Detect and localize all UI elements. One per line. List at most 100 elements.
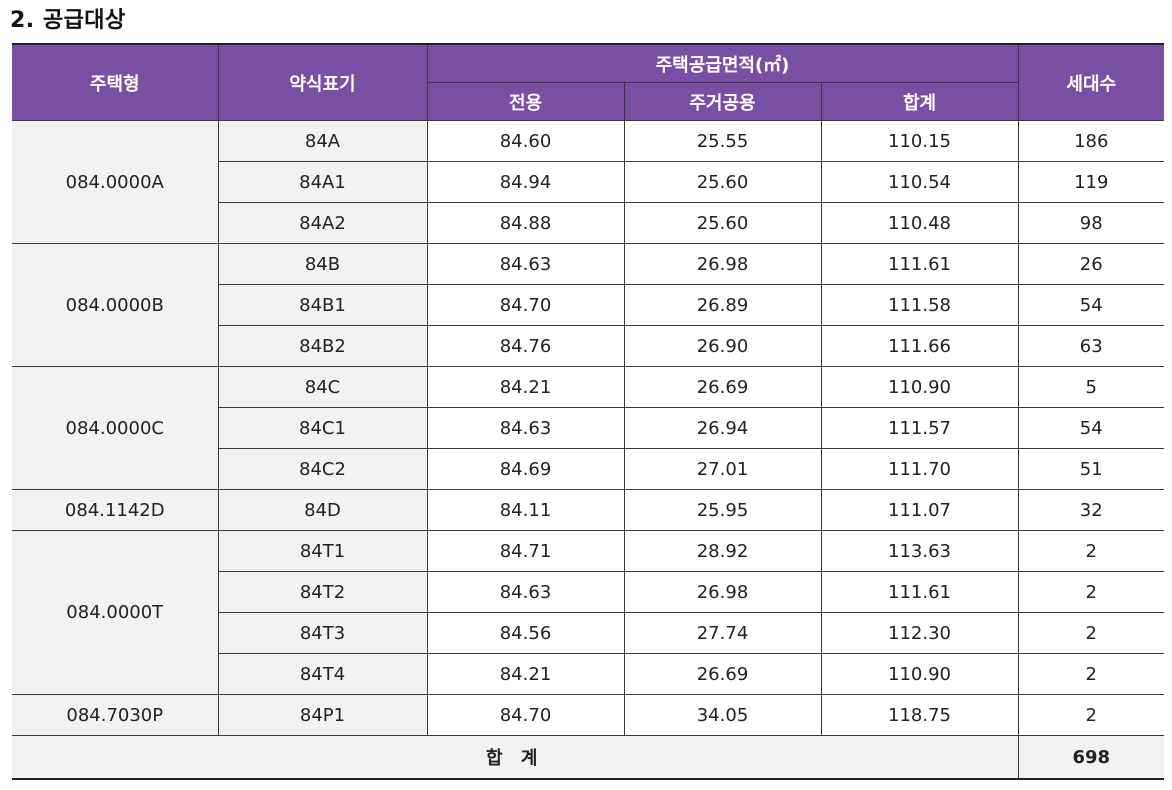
households-cell: 51 bbox=[1017, 448, 1164, 490]
total-label: 합 계 bbox=[12, 735, 1019, 780]
area-sum-cell: 111.58 bbox=[820, 284, 1019, 326]
housing-type-cell: 084.0000B bbox=[12, 243, 219, 367]
exclusive-area-cell: 84.63 bbox=[426, 407, 625, 449]
table-body: 084.0000A 84A 84.60 25.55 110.15 186 84A1 84.94… bbox=[12, 120, 1164, 780]
exclusive-area-cell: 84.71 bbox=[426, 530, 625, 572]
table-row: 84T3 84.56 27.74 112.30 2 bbox=[12, 612, 1164, 654]
abbreviation-cell: 84T3 bbox=[218, 612, 428, 654]
abbreviation-cell: 84B2 bbox=[218, 325, 428, 367]
households-cell: 54 bbox=[1017, 407, 1164, 449]
header-area-sum: 합계 bbox=[820, 82, 1018, 121]
table-row: 84B1 84.70 26.89 111.58 54 bbox=[12, 284, 1164, 326]
housing-type-cell: 084.7030P bbox=[12, 694, 219, 736]
total-row: 합 계 698 bbox=[12, 735, 1164, 780]
common-area-cell: 26.98 bbox=[623, 243, 822, 285]
exclusive-area-cell: 84.63 bbox=[426, 243, 625, 285]
housing-type-cell: 084.0000C bbox=[12, 366, 219, 490]
households-cell: 98 bbox=[1017, 202, 1164, 244]
area-sum-cell: 110.90 bbox=[820, 653, 1019, 695]
abbreviation-cell: 84C2 bbox=[218, 448, 428, 490]
common-area-cell: 27.01 bbox=[623, 448, 822, 490]
table-row: 84A2 84.88 25.60 110.48 98 bbox=[12, 202, 1164, 244]
common-area-cell: 26.69 bbox=[623, 366, 822, 408]
abbreviation-cell: 84B bbox=[217, 243, 428, 285]
total-households: 698 bbox=[1017, 735, 1164, 780]
exclusive-area-cell: 84.70 bbox=[426, 694, 625, 736]
housing-type-cell: 084.0000A bbox=[12, 120, 219, 244]
households-cell: 32 bbox=[1017, 489, 1164, 531]
table-row: 84B2 84.76 26.90 111.66 63 bbox=[12, 325, 1164, 367]
abbreviation-cell: 84C bbox=[217, 366, 428, 408]
housing-type-cell: 084.0000T bbox=[12, 530, 219, 695]
area-sum-cell: 111.07 bbox=[820, 489, 1019, 531]
supply-table: 주택형 약식표기 주택공급면적(㎡) 세대수 전용 주거공용 합계 084.00… bbox=[12, 43, 1164, 780]
households-cell: 5 bbox=[1017, 366, 1164, 408]
abbreviation-cell: 84P1 bbox=[217, 694, 428, 736]
table-header: 주택형 약식표기 주택공급면적(㎡) 세대수 전용 주거공용 합계 bbox=[12, 43, 1164, 121]
common-area-cell: 25.55 bbox=[623, 120, 822, 162]
exclusive-area-cell: 84.21 bbox=[426, 653, 625, 695]
abbreviation-cell: 84A2 bbox=[218, 202, 428, 244]
households-cell: 63 bbox=[1017, 325, 1164, 367]
area-sum-cell: 111.61 bbox=[820, 243, 1019, 285]
exclusive-area-cell: 84.70 bbox=[426, 284, 625, 326]
table-row: 84C2 84.69 27.01 111.70 51 bbox=[12, 448, 1164, 490]
common-area-cell: 26.89 bbox=[623, 284, 822, 326]
housing-type-cell: 084.1142D bbox=[12, 489, 219, 531]
area-sum-cell: 110.48 bbox=[820, 202, 1019, 244]
abbreviation-cell: 84C1 bbox=[218, 407, 428, 449]
table-row: 84T4 84.21 26.69 110.90 2 bbox=[12, 653, 1164, 695]
exclusive-area-cell: 84.60 bbox=[426, 120, 625, 162]
households-cell: 2 bbox=[1017, 571, 1164, 613]
area-sum-cell: 113.63 bbox=[820, 530, 1019, 572]
common-area-cell: 26.98 bbox=[623, 571, 822, 613]
households-cell: 186 bbox=[1017, 120, 1164, 162]
households-cell: 2 bbox=[1017, 694, 1164, 736]
abbreviation-cell: 84B1 bbox=[218, 284, 428, 326]
households-cell: 2 bbox=[1017, 612, 1164, 654]
table-row: 084.0000C 84C 84.21 26.69 110.90 5 bbox=[12, 366, 1164, 490]
households-cell: 2 bbox=[1017, 530, 1164, 572]
households-cell: 2 bbox=[1017, 653, 1164, 695]
common-area-cell: 25.60 bbox=[623, 161, 822, 203]
table-row: 084.0000B 84B 84.63 26.98 111.61 26 bbox=[12, 243, 1164, 367]
common-area-cell: 26.94 bbox=[623, 407, 822, 449]
abbreviation-cell: 84A1 bbox=[218, 161, 428, 203]
common-area-cell: 34.05 bbox=[623, 694, 822, 736]
abbreviation-cell: 84A bbox=[217, 120, 428, 162]
area-sum-cell: 110.54 bbox=[820, 161, 1019, 203]
header-abbreviation: 약식표기 bbox=[217, 43, 428, 121]
common-area-cell: 26.90 bbox=[623, 325, 822, 367]
header-exclusive-area: 전용 bbox=[427, 82, 625, 121]
area-sum-cell: 111.66 bbox=[820, 325, 1019, 367]
exclusive-area-cell: 84.94 bbox=[426, 161, 625, 203]
households-cell: 119 bbox=[1017, 161, 1164, 203]
exclusive-area-cell: 84.63 bbox=[426, 571, 625, 613]
table-row: 084.0000A 84A 84.60 25.55 110.15 186 bbox=[12, 120, 1164, 244]
exclusive-area-cell: 84.21 bbox=[426, 366, 625, 408]
abbreviation-cell: 84D bbox=[217, 489, 428, 531]
area-sum-cell: 111.57 bbox=[820, 407, 1019, 449]
header-supply-area: 주택공급면적(㎡) bbox=[426, 43, 1019, 83]
area-sum-cell: 111.70 bbox=[820, 448, 1019, 490]
common-area-cell: 27.74 bbox=[623, 612, 822, 654]
common-area-cell: 26.69 bbox=[623, 653, 822, 695]
area-sum-cell: 111.61 bbox=[820, 571, 1019, 613]
section-title: 2. 공급대상 bbox=[10, 8, 126, 33]
header-housing-type: 주택형 bbox=[12, 43, 219, 121]
header-households: 세대수 bbox=[1017, 43, 1164, 121]
exclusive-area-cell: 84.69 bbox=[426, 448, 625, 490]
households-cell: 54 bbox=[1017, 284, 1164, 326]
area-sum-cell: 112.30 bbox=[820, 612, 1019, 654]
common-area-cell: 28.92 bbox=[623, 530, 822, 572]
abbreviation-cell: 84T1 bbox=[217, 530, 428, 572]
header-residential-common-area: 주거공용 bbox=[623, 82, 822, 121]
table-row: 084.0000T 84T1 84.71 28.92 113.63 2 bbox=[12, 530, 1164, 695]
exclusive-area-cell: 84.88 bbox=[426, 202, 625, 244]
households-cell: 26 bbox=[1017, 243, 1164, 285]
abbreviation-cell: 84T4 bbox=[218, 653, 428, 695]
exclusive-area-cell: 84.56 bbox=[426, 612, 625, 654]
exclusive-area-cell: 84.76 bbox=[426, 325, 625, 367]
table-row: 84A1 84.94 25.60 110.54 119 bbox=[12, 161, 1164, 203]
area-sum-cell: 110.15 bbox=[820, 120, 1019, 162]
